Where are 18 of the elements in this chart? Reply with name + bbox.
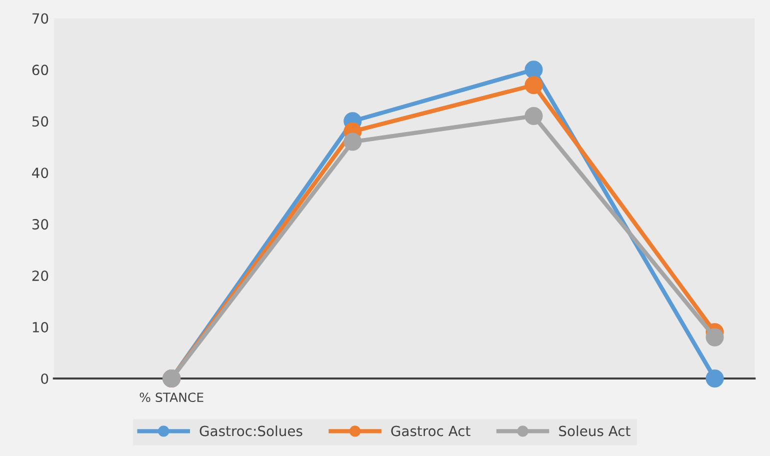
x-tick-label: % STANCE [140,392,204,402]
point [524,60,543,79]
y-tick-label: 30 [32,219,48,230]
legend-label: Gastroc:Solues [200,426,302,436]
y-tick-label: 70 [32,13,48,24]
y-tick-label: 40 [32,168,48,178]
legend-label: Gastroc Act [391,426,470,436]
y-tick-label: 10 [32,322,48,332]
point [706,328,724,346]
y-tick-label: 50 [32,116,48,127]
y-tick-label: 20 [32,270,48,282]
point [524,106,543,126]
point [706,369,724,388]
y-tick-label: 60 [32,64,48,76]
point [344,132,362,151]
y-tick-label: 0 [41,373,48,384]
legend-label: Soleus Act [559,426,630,436]
point [524,76,543,94]
